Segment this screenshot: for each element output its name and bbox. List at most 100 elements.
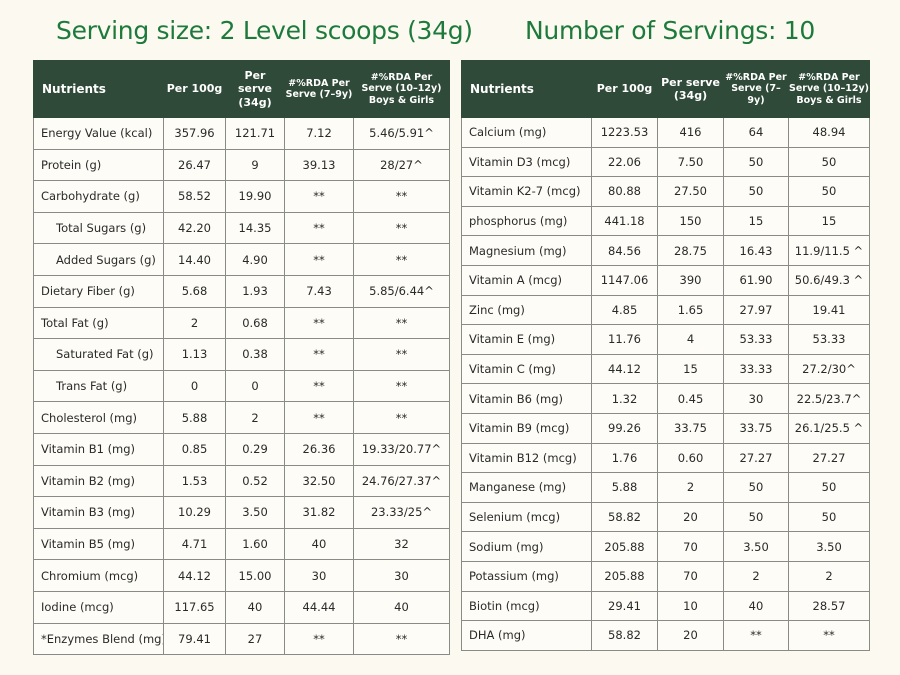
rda-10-12y-value: ** [353,306,450,340]
table-row: Vitamin B3 (mg) 10.29 3.50 31.82 23.33/25^ [33,496,450,529]
per-100g-value: 14.40 [163,243,226,276]
per-100g-value: 441.18 [591,205,658,237]
per-100g-value: 5.68 [163,274,226,308]
nutrient-name: Vitamin A (mcg) [461,264,592,296]
per-serve-value: 0.29 [225,432,285,466]
per-100g-value: 5.88 [163,401,226,434]
rda-10-12y-value: 53.33 [788,324,870,355]
table-row: Magnesium (mg) 84.56 28.75 16.43 11.9/11.5 ^ [461,235,870,266]
per-100g-value: 1223.53 [591,117,658,148]
rda-7-9y-value: 30 [723,383,789,414]
per-100g-value: 84.56 [591,235,658,266]
table-row: Protein (g) 26.47 9 39.13 28/27^ [33,148,450,182]
rda-10-12y-value: 3.50 [788,531,870,562]
rda-10-12y-value: 24.76/27.37^ [353,464,450,498]
per-100g-value: 29.41 [591,590,658,622]
rda-7-9y-value: 44.44 [284,590,354,624]
per-serve-value: 1.60 [225,527,285,561]
per-serve-value: 27.50 [657,176,724,207]
rda-10-12y-value: 23.33/25^ [353,496,450,529]
header-rda-10-12y: #%RDA Per Serve (10–12y) Boys & Girls [788,60,870,118]
per-100g-value: 58.52 [163,180,226,213]
table-row: Vitamin C (mg) 44.12 15 33.33 27.2/30^ [461,353,870,385]
rda-7-9y-value: 50 [723,176,789,207]
table-row: Added Sugars (g) 14.40 4.90 ** ** [33,243,450,276]
rda-10-12y-value: ** [353,369,450,403]
rda-7-9y-value: 15 [723,205,789,237]
header-per-100g: Per 100g [591,60,658,118]
rda-10-12y-value: 50 [788,146,870,178]
per-serve-value: 15 [657,353,724,385]
rda-10-12y-value: 19.41 [788,294,870,326]
table-row: Manganese (mg) 5.88 2 50 50 [461,472,870,503]
table-row: Selenium (mcg) 58.82 20 50 50 [461,501,870,533]
per-100g-value: 0.85 [163,432,226,466]
rda-7-9y-value: ** [284,338,354,371]
header-nutrients: Nutrients [33,60,164,118]
rda-10-12y-value: 40 [353,590,450,624]
per-100g-value: 2 [163,306,226,340]
nutrient-name: Added Sugars (g) [33,243,164,276]
rda-7-9y-value: 26.36 [284,432,354,466]
header-rda-10-12y: #%RDA Per Serve (10–12y) Boys & Girls [353,60,450,118]
per-100g-value: 117.65 [163,590,226,624]
table-row: *Enzymes Blend (mg) 79.41 27 ** ** [33,622,450,656]
per-100g-value: 1.53 [163,464,226,498]
rda-7-9y-value: 32.50 [284,464,354,498]
table-row: Trans Fat (g) 0 0 ** ** [33,369,450,403]
rda-7-9y-value: 27.97 [723,294,789,326]
nutrient-name: Cholesterol (mg) [33,401,164,434]
rda-7-9y-value: ** [284,211,354,245]
table-row: Zinc (mg) 4.85 1.65 27.97 19.41 [461,294,870,326]
per-serve-value: 3.50 [225,496,285,529]
nutrient-name: Vitamin B2 (mg) [33,464,164,498]
rda-7-9y-value: 50 [723,472,789,503]
table-row: Total Fat (g) 2 0.68 ** ** [33,306,450,340]
per-serve-value: 416 [657,117,724,148]
rda-10-12y-value: 27.2/30^ [788,353,870,385]
nutrient-name: Total Fat (g) [33,306,164,340]
rda-10-12y-value: ** [788,620,870,651]
per-100g-value: 42.20 [163,211,226,245]
nutrition-table-right: Nutrients Per 100g Per serve (34g) #%RDA Pe… [461,60,870,651]
rda-10-12y-value: 5.85/6.44^ [353,274,450,308]
rda-10-12y-value: ** [353,622,450,656]
per-100g-value: 1.32 [591,383,658,414]
per-100g-value: 11.76 [591,324,658,355]
rda-7-9y-value: 27.27 [723,442,789,474]
rda-10-12y-value: 28/27^ [353,148,450,182]
per-100g-value: 1147.06 [591,264,658,296]
nutrient-name: Potassium (mg) [461,560,592,592]
nutrient-name: Chromium (mcg) [33,559,164,592]
header-per-100g: Per 100g [163,60,226,118]
rda-7-9y-value: 2 [723,560,789,592]
per-100g-value: 1.13 [163,338,226,371]
rda-7-9y-value: 40 [284,527,354,561]
nutrient-name: Vitamin E (mg) [461,324,592,355]
table-row: Vitamin B1 (mg) 0.85 0.29 26.36 19.33/20.77^ [33,432,450,466]
rda-10-12y-value: 19.33/20.77^ [353,432,450,466]
nutrient-name: Dietary Fiber (g) [33,274,164,308]
per-serve-value: 390 [657,264,724,296]
per-serve-value: 28.75 [657,235,724,266]
per-100g-value: 357.96 [163,117,226,150]
nutrient-name: Vitamin C (mg) [461,353,592,385]
table-row: Vitamin D3 (mcg) 22.06 7.50 50 50 [461,146,870,178]
per-serve-value: 0.60 [657,442,724,474]
table-row: Cholesterol (mg) 5.88 2 ** ** [33,401,450,434]
nutrient-name: Trans Fat (g) [33,369,164,403]
header-nutrients: Nutrients [461,60,592,118]
nutrient-name: Selenium (mcg) [461,501,592,533]
rda-10-12y-value: 15 [788,205,870,237]
rda-7-9y-value: 64 [723,117,789,148]
table-row: Vitamin B9 (mcg) 99.26 33.75 33.75 26.1/25.5… [461,412,870,444]
per-100g-value: 80.88 [591,176,658,207]
nutrient-name: Calcium (mg) [461,117,592,148]
rda-10-12y-value: 2 [788,560,870,592]
per-100g-value: 5.88 [591,472,658,503]
rda-10-12y-value: ** [353,243,450,276]
per-serve-value: 20 [657,501,724,533]
per-serve-value: 10 [657,590,724,622]
rda-7-9y-value: 16.43 [723,235,789,266]
nutrient-name: Vitamin B5 (mg) [33,527,164,561]
